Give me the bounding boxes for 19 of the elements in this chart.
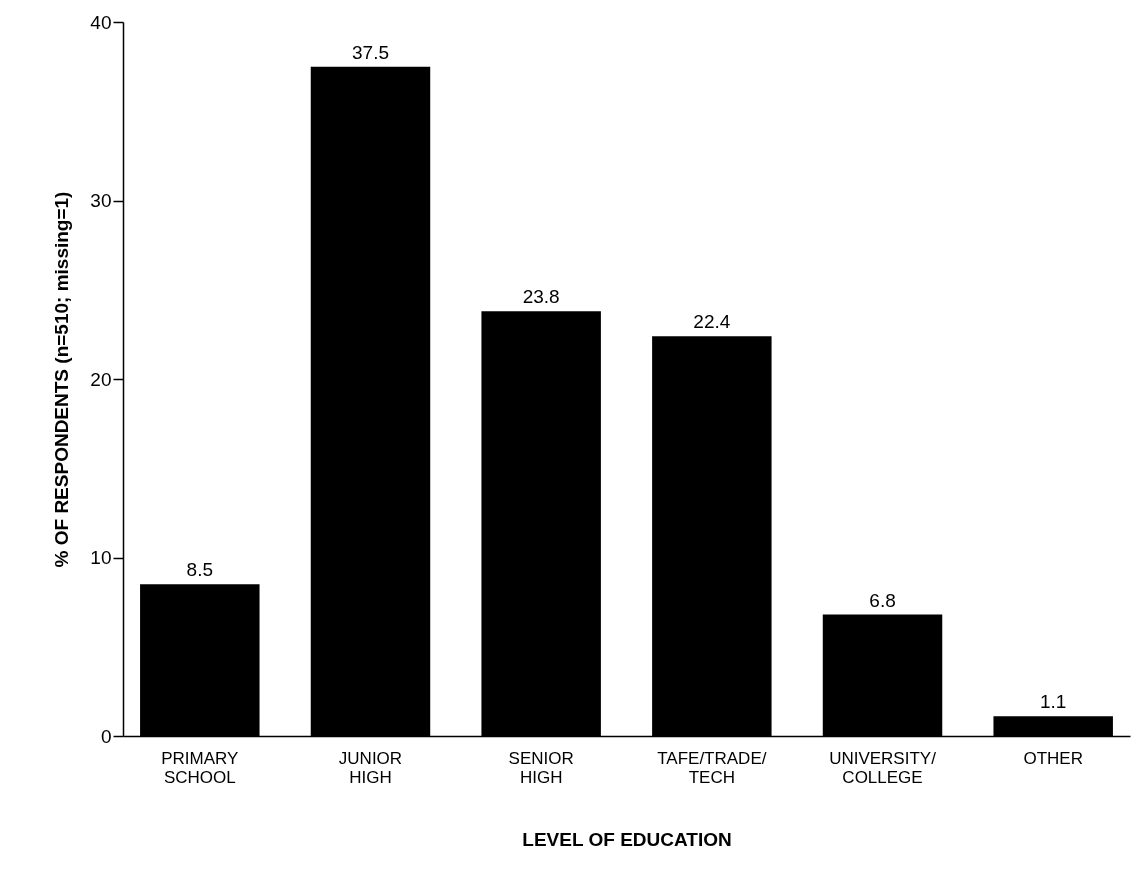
- data-label: 37.5: [351, 41, 389, 63]
- y-tick-label: 40: [90, 11, 112, 33]
- x-tick-label: OTHER: [1023, 748, 1083, 768]
- x-axis-title: LEVEL OF EDUCATION: [522, 828, 732, 850]
- x-tick-label: PRIMARY SCHOOL: [161, 748, 239, 787]
- x-tick-label: TAFE/TRADE/ TECH: [657, 748, 767, 787]
- y-tick-label: 0: [100, 725, 112, 747]
- y-tick-label: 20: [90, 368, 112, 390]
- data-label: 8.5: [186, 559, 214, 581]
- data-label: 6.8: [869, 589, 896, 611]
- y-tick-label: 10: [90, 547, 112, 568]
- data-label: 22.4: [693, 311, 731, 333]
- y-axis-title: % OF RESPONDENTS (n=510; missing=1): [51, 191, 73, 568]
- y-tick-label: 30: [90, 190, 112, 211]
- x-tick-label: UNIVERSITY/ COLLEGE: [829, 748, 937, 787]
- data-label: 1.1: [1039, 691, 1067, 713]
- data-label: 23.8: [522, 286, 560, 308]
- x-tick-label: SENIOR HIGH: [508, 748, 574, 787]
- x-tick-label: JUNIOR HIGH: [338, 748, 403, 787]
